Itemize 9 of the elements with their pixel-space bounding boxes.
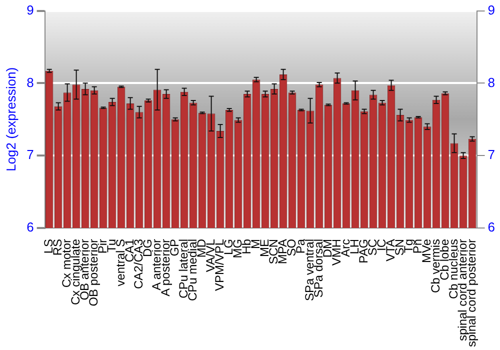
y-tick-label: 9 xyxy=(26,2,34,18)
y2-tick-label: 7 xyxy=(488,147,496,162)
y2-tick-label: 9 xyxy=(488,2,496,18)
y-axis-title: Log2 (expression) xyxy=(3,67,18,172)
y-tick-label: 6 xyxy=(26,220,34,235)
y-tick-label: 8 xyxy=(26,74,34,90)
y-tick-label: 7 xyxy=(26,147,34,162)
y2-tick-label: 8 xyxy=(488,74,496,90)
y2-tick-label: 6 xyxy=(488,220,496,235)
